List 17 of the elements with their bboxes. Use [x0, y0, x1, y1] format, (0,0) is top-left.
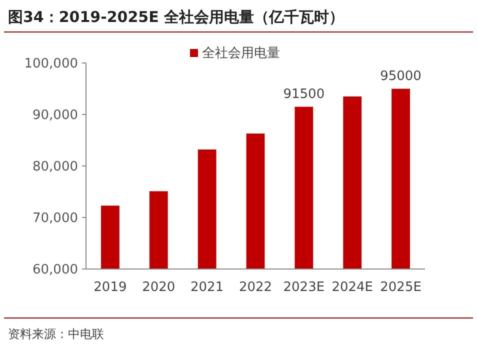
y-tick-label: 70,000 [32, 211, 78, 226]
legend-label: 全社会用电量 [202, 46, 280, 61]
text: 91500 [283, 86, 325, 102]
x-tick-label: 2022 [238, 280, 272, 295]
text: 资料来源：中电联 [8, 327, 104, 341]
chart-title: 图34：2019-2025E 全社会用电量（亿千瓦时） [8, 8, 344, 26]
x-tick-label: 2025E [380, 280, 422, 295]
text: 95000 [380, 68, 422, 84]
y-tick-label: 80,000 [32, 160, 78, 175]
y-tick-label: 100,000 [24, 56, 78, 72]
x-tick-label: 2021 [190, 280, 224, 295]
x-tick-label: 2024E [332, 280, 374, 295]
x-tick-label: 2020 [142, 280, 176, 295]
x-tick-label: 2023E [283, 280, 325, 295]
y-tick-label: 90,000 [32, 108, 78, 124]
x-tick-label: 2019 [94, 280, 127, 295]
y-tick-label: 60,000 [32, 262, 78, 278]
